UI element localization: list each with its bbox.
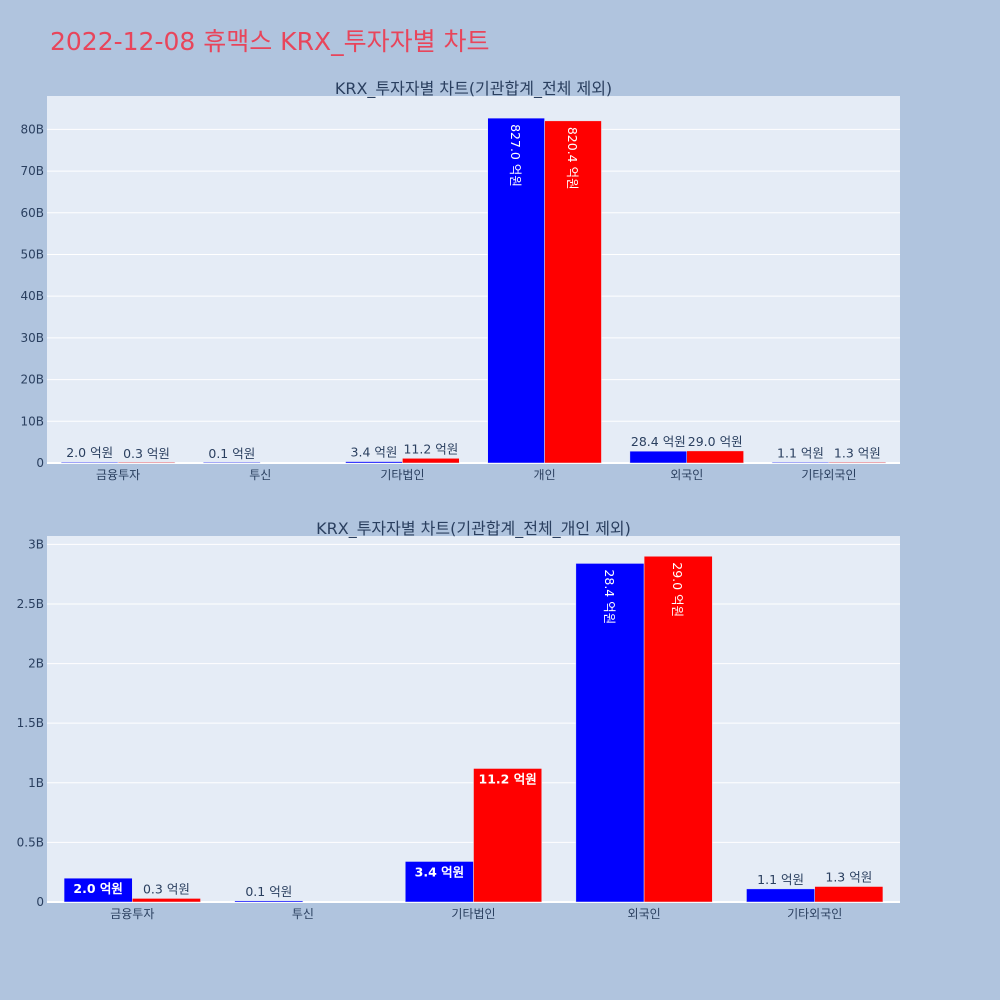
data-label: 1.1 억원 — [757, 872, 804, 887]
data-label: 827.0 억원 — [508, 124, 523, 187]
y-tick-label: 10B — [20, 414, 44, 428]
data-label: 29.0 억원 — [670, 562, 685, 617]
bar — [814, 886, 884, 903]
data-label: 820.4 억원 — [565, 127, 580, 190]
y-tick-label: 3B — [28, 537, 44, 551]
x-tick-label: 기타외국인 — [787, 907, 842, 921]
y-tick-label: 2B — [28, 657, 44, 671]
bar — [686, 450, 744, 464]
y-tick-label: 50B — [20, 247, 44, 261]
x-tick-label: 외국인 — [628, 907, 661, 921]
y-tick-label: 20B — [20, 373, 44, 387]
y-tick-label: 1B — [28, 776, 44, 790]
x-tick-label: 기타법인 — [380, 468, 424, 482]
x-tick-label: 외국인 — [670, 468, 703, 482]
x-tick-label: 기타법인 — [451, 907, 495, 921]
bar — [643, 556, 713, 903]
y-tick-label: 1.5B — [17, 716, 44, 730]
data-label: 3.4 억원 — [415, 864, 465, 879]
data-label: 1.1 억원 — [777, 446, 824, 461]
data-label: 1.3 억원 — [834, 445, 881, 460]
data-label: 3.4 억원 — [351, 445, 398, 460]
y-tick-label: 80B — [20, 122, 44, 136]
data-label: 0.3 억원 — [123, 446, 170, 461]
bar — [575, 563, 645, 903]
data-label: 28.4 억원 — [602, 569, 617, 624]
data-label: 29.0 억원 — [688, 434, 743, 449]
bar — [117, 461, 176, 464]
chart-subtitle: KRX_투자자별 차트(기관합계_전체 제외) — [335, 79, 612, 99]
bar — [746, 888, 815, 903]
data-label: 0.1 억원 — [245, 884, 292, 899]
plot-area — [47, 96, 900, 463]
investor-chart-all: KRX_투자자별 차트(기관합계_전체 제외) 0 10B 20B 30B 40B 50B 6… — [20, 79, 900, 482]
bar — [544, 120, 602, 464]
x-tick-label: 금융투자 — [110, 907, 154, 921]
y-tick-label: 2.5B — [17, 597, 44, 611]
data-label: 28.4 억원 — [631, 434, 686, 449]
data-label: 2.0 억원 — [73, 881, 123, 896]
data-label: 11.2 억원 — [403, 441, 458, 456]
bar — [487, 117, 545, 464]
bar — [402, 458, 460, 464]
bar — [234, 900, 304, 903]
bar — [63, 877, 133, 903]
y-tick-label: 70B — [20, 164, 44, 178]
y-tick-label: 30B — [20, 331, 44, 345]
page-title: 2022-12-08 휴맥스 KRX_투자자별 차트 — [50, 27, 490, 56]
data-label: 11.2 억원 — [479, 771, 537, 786]
y-tick-label: 40B — [20, 289, 44, 303]
bar — [203, 461, 261, 464]
x-tick-label: 기타외국인 — [801, 468, 856, 482]
bar — [132, 898, 201, 903]
y-tick-label: 60B — [20, 206, 44, 220]
x-tick-label: 투신 — [249, 468, 271, 482]
bar — [473, 768, 542, 903]
data-label: 2.0 억원 — [66, 445, 113, 460]
chart-subtitle: KRX_투자자별 차트(기관합계_전체_개인 제외) — [316, 519, 631, 539]
x-tick-label: 개인 — [534, 468, 556, 482]
data-label: 0.1 억원 — [208, 446, 255, 461]
x-tick-label: 금융투자 — [96, 468, 140, 482]
y-tick-label: 0 — [36, 456, 44, 470]
y-tick-label: 0.5B — [17, 835, 44, 849]
data-label: 0.3 억원 — [143, 881, 190, 896]
x-tick-label: 투신 — [292, 907, 314, 921]
bar — [405, 861, 474, 903]
data-label: 1.3 억원 — [825, 870, 872, 885]
bar — [828, 461, 887, 464]
y-tick-label: 0 — [36, 895, 44, 909]
